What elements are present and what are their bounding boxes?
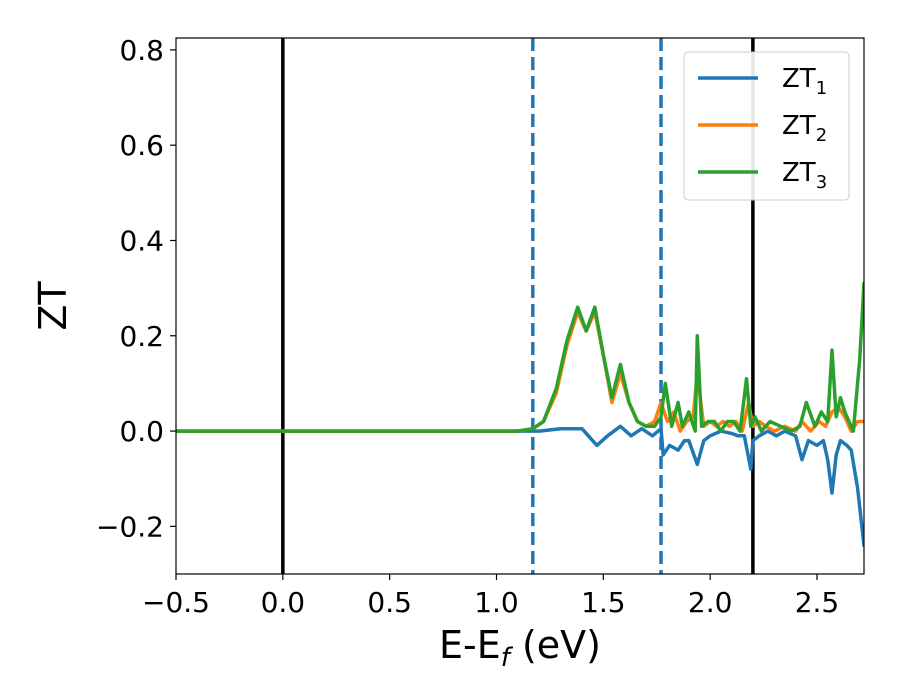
y-tick-label: 0.8: [119, 34, 164, 67]
x-tick-label: 1.0: [474, 586, 519, 619]
y-axis-title: ZT: [31, 281, 75, 331]
y-tick-label: 0.6: [119, 129, 164, 162]
x-axis-title: E-Ef (eV): [439, 623, 601, 673]
series-lines: [176, 281, 864, 548]
y-tick-label: 0.0: [119, 415, 164, 448]
x-tick-label: 2.0: [688, 586, 733, 619]
x-axis-title-unit: (eV): [510, 623, 601, 667]
y-tick-label: 0.4: [119, 224, 164, 257]
legend: ZT1 ZT2 ZT3: [683, 51, 850, 201]
y-axis: −0.2 0.0 0.2 0.4 0.6 0.8: [96, 34, 176, 543]
series-line-3: [176, 281, 864, 433]
x-axis-title-main: E-E: [439, 623, 501, 667]
x-tick-label: −0.5: [142, 586, 210, 619]
legend-label-3: ZT3: [782, 158, 827, 193]
x-tick-label: 2.5: [795, 586, 840, 619]
x-tick-label: 0.5: [367, 586, 412, 619]
legend-label-2: ZT2: [782, 111, 827, 146]
y-tick-label: −0.2: [96, 510, 164, 543]
legend-label-1: ZT1: [782, 64, 827, 99]
y-tick-label: 0.2: [119, 320, 164, 353]
plot-frame: [175, 37, 865, 575]
x-tick-label: 1.5: [581, 586, 626, 619]
legend-box: [683, 51, 850, 201]
x-tick-label: 0.0: [261, 586, 306, 619]
x-axis: −0.5 0.0 0.5 1.0 1.5 2.0 2.5: [142, 574, 839, 619]
series-line-1: [176, 424, 864, 548]
